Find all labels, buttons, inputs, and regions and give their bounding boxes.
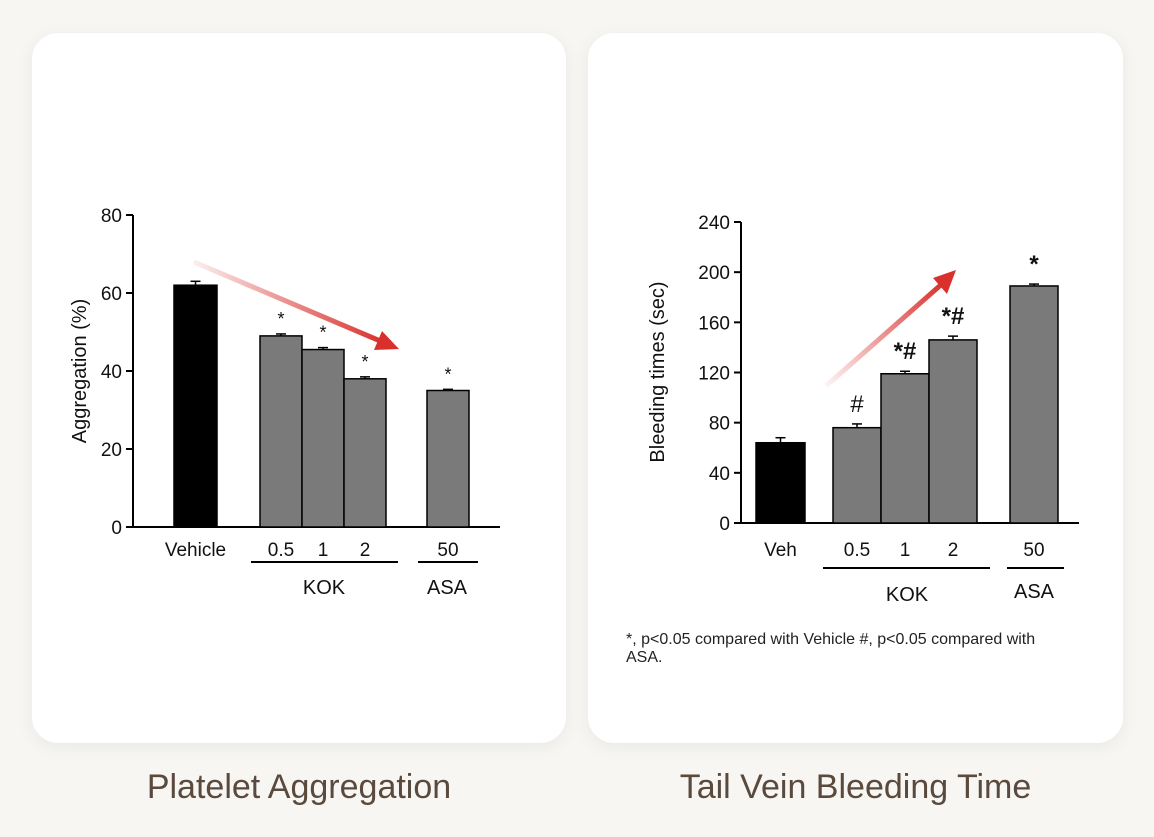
platelet-aggregation-title: Platelet Aggregation: [146, 768, 452, 806]
left-x-label-0: Vehicle: [165, 540, 226, 561]
left-asa-group-label: ASA: [427, 577, 468, 599]
left-bar-0: [173, 284, 218, 528]
right-x-label-2: 1: [900, 540, 911, 561]
left-y-tick-label: 80: [101, 206, 122, 227]
right-bar-3: [928, 339, 978, 524]
right-x-label-1: 0.5: [844, 540, 870, 561]
left-significance-mark-2: *: [319, 323, 326, 343]
right-x-label-3: 2: [948, 540, 959, 561]
right-bar-0: [755, 441, 806, 524]
left-bar-3: [343, 378, 387, 528]
right-trend-arrow-shaft: [824, 281, 945, 388]
aggregation-chart: Aggregation (%) 0 20 40 60 80 * * * * Vehicle 0.…: [69, 206, 500, 599]
right-significance-mark-1: #: [850, 391, 864, 418]
right-significance-mark-3: *#: [942, 303, 965, 330]
significance-footnote: *, p<0.05 compared with Vehicle #, p<0.0…: [626, 631, 1036, 666]
left-x-label-2: 1: [318, 540, 329, 561]
left-significance-mark-1: *: [277, 309, 284, 329]
right-bar-1: [832, 426, 882, 524]
right-significance-mark-2: *#: [894, 338, 917, 365]
right-asa-group-label: ASA: [1014, 581, 1055, 603]
right-y-label: Bleeding times (sec): [647, 281, 669, 462]
left-bar-1: [259, 335, 303, 528]
right-y-tick-label: 200: [698, 263, 730, 284]
right-y-tick-label: 0: [719, 514, 730, 535]
right-significance-mark-4: *: [1029, 251, 1039, 278]
left-bar-4: [426, 389, 470, 528]
left-significance-mark-3: *: [361, 352, 368, 372]
bleeding-time-chart: Bleeding times (sec) 0 40 80 120 160 200 240 #…: [647, 213, 1079, 606]
right-y-tick-label: 80: [709, 414, 730, 435]
left-x-label-3: 2: [360, 540, 371, 561]
left-y-tick-label: 40: [101, 362, 122, 383]
left-kok-group-label: KOK: [303, 577, 346, 599]
left-x-label-1: 0.5: [268, 540, 294, 561]
right-x-label-0: Veh: [764, 540, 797, 561]
right-trend-arrowhead: [933, 270, 956, 294]
left-x-label-4: 50: [437, 540, 458, 561]
left-y-tick-label: 20: [101, 440, 122, 461]
right-y-tick-label: 120: [698, 364, 730, 385]
right-bar-2: [880, 373, 930, 524]
left-y-tick-label: 60: [101, 284, 122, 305]
right-y-tick-label: 160: [698, 313, 730, 334]
right-y-tick-label: 40: [709, 464, 730, 485]
left-bar-2: [301, 348, 345, 528]
left-trend-arrow-shaft: [193, 259, 386, 346]
right-x-label-4: 50: [1023, 540, 1044, 561]
bleeding-time-title: Tail Vein Bleeding Time: [679, 768, 1032, 806]
left-y-label: Aggregation (%): [69, 299, 91, 444]
left-y-tick-label: 0: [111, 518, 122, 539]
right-y-tick-label: 240: [698, 213, 730, 234]
left-significance-mark-4: *: [444, 364, 451, 384]
left-trend-arrowhead: [374, 331, 399, 350]
right-kok-group-label: KOK: [886, 584, 929, 606]
right-bar-4: [1009, 285, 1059, 524]
